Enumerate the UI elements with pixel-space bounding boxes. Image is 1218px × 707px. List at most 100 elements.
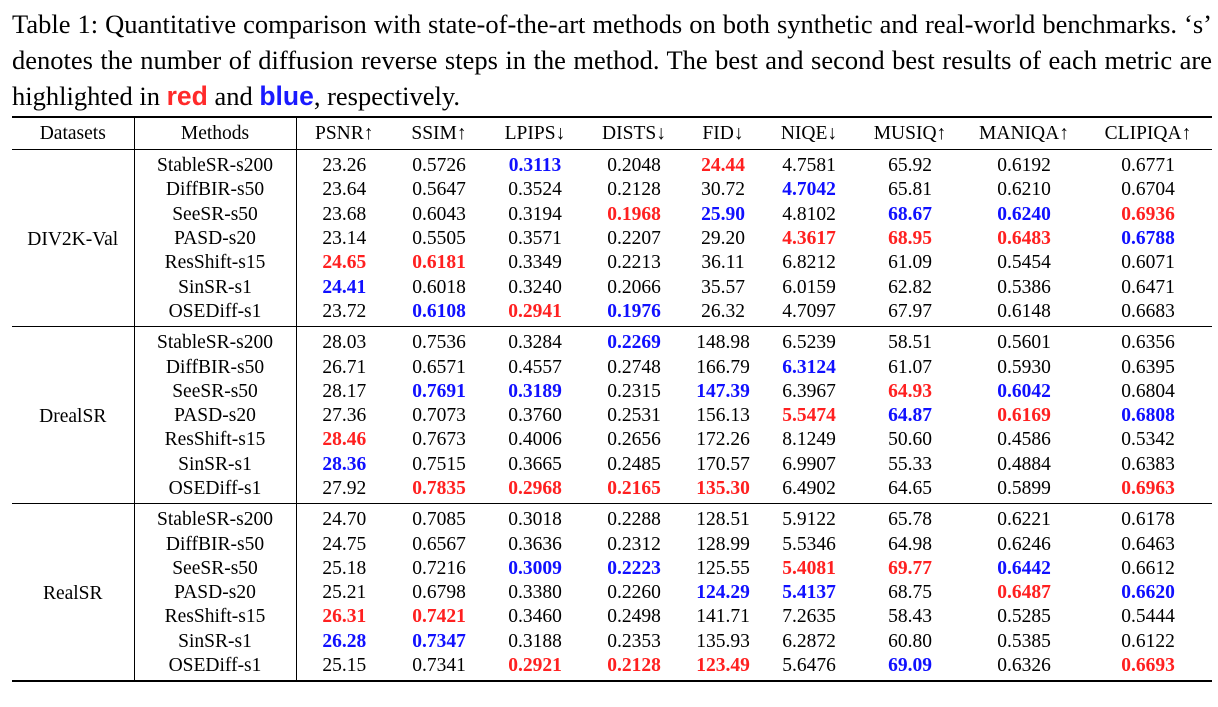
value-cell: 62.82 [888, 276, 932, 298]
method-cell: ResShift-s15 [134, 605, 297, 630]
value-cell: 0.2128 [607, 179, 661, 201]
caption-middle: and [207, 81, 260, 111]
table-row: DiffBIR-s50 23.64 0.5647 0.3524 0.2128 30.72 4… [12, 178, 1212, 203]
value-cell: 67.97 [888, 300, 932, 322]
comparison-table: Datasets Methods PSNR↑ SSIM↑ LPIPS↓ DIST… [12, 116, 1212, 682]
method-cell: PASD-s20 [134, 581, 297, 606]
table-row: PASD-s20 25.21 0.6798 0.3380 0.2260 124.29 5.4… [12, 581, 1212, 606]
method-cell: StableSR-s200 [134, 149, 297, 179]
value-cell: 5.4081 [782, 557, 836, 579]
value-cell: 0.3571 [508, 228, 562, 250]
value-cell: 0.3189 [508, 380, 562, 402]
value-cell: 123.49 [696, 655, 750, 677]
value-cell: 0.3524 [508, 179, 562, 201]
caption-blue-word: blue [259, 81, 314, 111]
value-cell: 0.6043 [412, 203, 466, 225]
value-cell: 0.3760 [508, 405, 562, 427]
method-cell: DiffBIR-s50 [134, 178, 297, 203]
value-cell: 60.80 [888, 630, 932, 652]
group-realsr: RealSR StableSR-s200 24.70 0.7085 0.3018 0.22… [12, 503, 1212, 682]
value-cell: 0.2968 [508, 478, 562, 499]
value-cell: 23.14 [322, 228, 367, 250]
value-cell: 5.5474 [782, 405, 836, 427]
value-cell: 28.36 [322, 453, 367, 475]
value-cell: 4.7042 [782, 179, 836, 201]
value-cell: 61.09 [888, 252, 932, 274]
value-cell: 148.98 [696, 332, 750, 354]
header-datasets: Datasets [12, 117, 135, 150]
value-cell: 0.6704 [1121, 179, 1175, 201]
table-row: OSEDiff-s1 25.15 0.7341 0.2921 0.2128 123.49 5… [12, 653, 1212, 682]
method-cell: SinSR-s1 [134, 452, 297, 477]
value-cell: 172.26 [696, 429, 750, 451]
value-cell: 61.07 [888, 356, 932, 378]
value-cell: 0.3636 [508, 533, 562, 555]
value-cell: 0.7073 [412, 405, 466, 427]
table-row: DIV2K-Val StableSR-s200 23.26 0.5726 0.3113 0… [12, 149, 1212, 327]
value-cell: 5.6476 [782, 655, 836, 677]
value-cell: 24.65 [322, 252, 367, 274]
value-cell: 0.7515 [412, 453, 466, 475]
header-niqe: NIQE↓ [762, 117, 856, 150]
value-cell: 24.44 [701, 155, 745, 177]
value-cell: 64.98 [888, 533, 932, 555]
value-cell: 124.29 [696, 582, 750, 604]
value-cell: 0.7216 [412, 557, 466, 579]
table-row: ResShift-s15 26.31 0.7421 0.3460 0.2498 141.7… [12, 605, 1212, 630]
header-musiq: MUSIQ↑ [856, 117, 964, 150]
value-cell: 0.2312 [607, 533, 661, 555]
method-cell: StableSR-s200 [134, 326, 297, 356]
value-cell: 6.8212 [782, 252, 836, 274]
value-cell: 25.21 [322, 582, 367, 604]
value-cell: 0.2748 [607, 356, 661, 378]
value-cell: 0.5505 [412, 228, 466, 250]
value-cell: 0.6071 [1121, 252, 1175, 274]
value-cell: 68.95 [888, 228, 932, 250]
value-cell: 0.2531 [607, 405, 661, 427]
header-clipiqa: CLIPIQA↑ [1084, 117, 1212, 150]
value-cell: 0.5601 [997, 332, 1051, 354]
table-row: SeeSR-s50 28.17 0.7691 0.3189 0.2315 147.39 6.… [12, 379, 1212, 404]
value-cell: 0.2165 [607, 478, 661, 499]
value-cell: 28.03 [322, 332, 367, 354]
value-cell: 24.75 [322, 533, 367, 555]
table-row: PASD-s20 23.14 0.5505 0.3571 0.2207 29.20 4.36… [12, 226, 1212, 252]
dataset-label: RealSR [12, 503, 135, 682]
value-cell: 26.71 [322, 356, 367, 378]
group-drealsr: DrealSR StableSR-s200 28.03 0.7536 0.3284 0.2… [12, 326, 1212, 504]
value-cell: 6.2872 [782, 630, 836, 652]
value-cell: 0.2128 [607, 655, 661, 677]
value-cell: 0.2048 [607, 155, 661, 177]
value-cell: 4.7097 [782, 300, 836, 322]
method-cell: DiffBIR-s50 [134, 532, 297, 557]
value-cell: 26.32 [701, 300, 745, 322]
method-cell: SinSR-s1 [134, 629, 297, 654]
value-cell: 68.67 [888, 203, 932, 225]
value-cell: 0.6221 [997, 509, 1051, 531]
table-row: SinSR-s1 24.41 0.6018 0.3240 0.2066 35.57 6.01… [12, 275, 1212, 300]
value-cell: 28.17 [322, 380, 367, 402]
value-cell: 6.4902 [782, 478, 836, 499]
value-cell: 0.6471 [1121, 276, 1175, 298]
value-cell: 26.31 [322, 606, 367, 628]
value-cell: 30.72 [701, 179, 745, 201]
method-cell: ResShift-s15 [134, 428, 297, 453]
value-cell: 141.71 [696, 606, 750, 628]
dataset-label: DrealSR [12, 326, 135, 504]
value-cell: 26.28 [322, 630, 367, 652]
value-cell: 0.6383 [1121, 453, 1175, 475]
method-cell: SeeSR-s50 [134, 202, 297, 227]
value-cell: 25.15 [322, 655, 367, 677]
method-cell: SinSR-s1 [134, 275, 297, 300]
table-row: ResShift-s15 28.46 0.7673 0.4006 0.2656 172.2… [12, 428, 1212, 453]
value-cell: 0.2485 [607, 453, 661, 475]
value-cell: 0.5647 [412, 179, 466, 201]
value-cell: 0.5342 [1121, 429, 1175, 451]
method-cell: DiffBIR-s50 [134, 355, 297, 380]
value-cell: 0.6169 [997, 405, 1051, 427]
value-cell: 50.60 [888, 429, 932, 451]
value-cell: 0.2066 [607, 276, 661, 298]
value-cell: 0.2498 [607, 606, 661, 628]
table-row: DiffBIR-s50 24.75 0.6567 0.3636 0.2312 128.99… [12, 532, 1212, 557]
caption-red-word: red [166, 81, 208, 111]
